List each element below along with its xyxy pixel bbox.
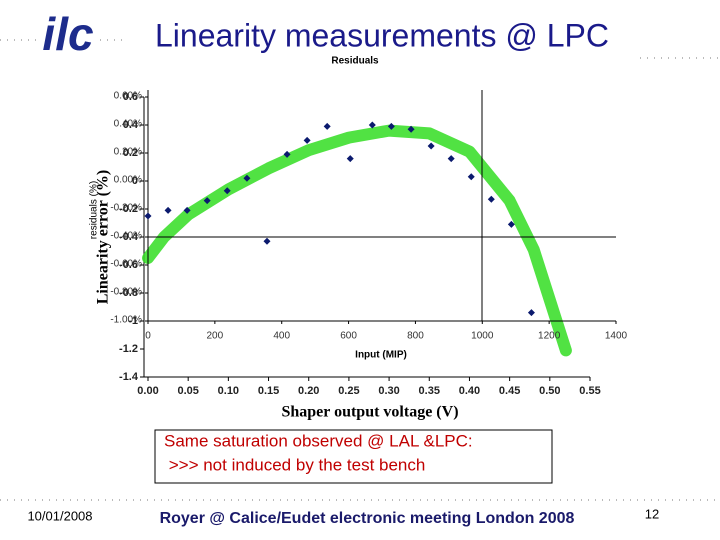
point [243,174,251,182]
x-tick-label: 0.45 [499,385,520,397]
x-tick-label: 0.00 [137,385,158,397]
point [223,187,231,195]
page-number: 12 [645,506,659,521]
point [263,237,271,245]
y-tick-label: -1 [128,315,138,327]
y-tick-label: -0.8 [119,287,138,299]
point [303,136,311,144]
inner-title: Residuals [331,56,379,67]
y-tick-label: -0.80% [110,287,142,298]
point [368,121,376,129]
y-tick-label: 0.2 [123,147,138,159]
x-tick-label: 200 [207,331,224,342]
x-tick-label: 0 [145,331,151,342]
point [283,150,291,158]
y-tick-label: -0.6 [119,259,138,271]
point [467,173,475,181]
point [407,125,415,133]
x-tick-label: 0.10 [218,385,239,397]
point [427,142,435,150]
y-tick-label: -0.2 [119,203,138,215]
y-tick-label: -1.2 [119,343,138,355]
x-tick-label: 0.30 [378,385,399,397]
y-tick-label: 0.00% [114,175,142,186]
point [164,206,172,214]
x-tick-label: 1400 [605,331,628,342]
x-tick-label: 0.20 [298,385,319,397]
x-tick-label: 600 [340,331,357,342]
note-line: Same saturation observed @ LAL &LPC: [164,431,473,450]
y-tick-label: 0.60% [114,91,142,102]
point [346,155,354,163]
x-tick-label: 0.35 [419,385,440,397]
note-box [154,429,553,484]
x-tick-label: 0.05 [177,385,198,397]
x-tick-label: 1000 [471,331,494,342]
x-tick-label: 800 [407,331,424,342]
x-tick-label: 0.15 [258,385,279,397]
point [507,220,515,228]
y-tick-label: 0 [132,175,138,187]
point [487,195,495,203]
x-tick-label: 0.55 [579,385,600,397]
point [447,155,455,163]
chart: 0.60.40.20-0.2-0.4-0.6-0.8-1-1.2-1.40.00… [89,56,628,421]
point [387,122,395,130]
point [527,309,535,317]
y-tick-label: 0.6 [123,91,138,103]
x-tick-label: 400 [273,331,290,342]
inner-x-label: Input (MIP) [355,350,407,361]
x-tick-label: 0.25 [338,385,359,397]
y-tick-label: 0.4 [123,119,139,131]
y-tick-label: -1.00% [110,315,142,326]
decor-dots [0,39,720,501]
point [323,122,331,130]
point [144,212,152,220]
point [203,197,211,205]
y-tick-label: 0.20% [114,147,142,158]
note-line: >>> not induced by the test bench [164,455,425,474]
x-tick-label: 0.50 [539,385,560,397]
slide-title: Linearity measurements @ LPC [155,17,609,53]
x-axis-label: Shaper output voltage (V) [281,404,458,421]
y-tick-label: -0.4 [119,231,139,243]
x-tick-label: 1200 [538,331,561,342]
footer-date: 10/01/2008 [27,508,92,523]
logo: ilc [42,8,93,60]
y-tick-label: 0.40% [114,119,142,130]
y-axis-label: Linearity error (%) [95,170,112,304]
y-tick-label: -0.60% [110,259,142,270]
y-tick-label: -0.40% [110,231,142,242]
y-tick-label: -0.20% [110,203,142,214]
point [183,206,191,214]
footer-text: Royer @ Calice/Eudet electronic meeting … [160,510,575,527]
y-tick-label: -1.4 [119,371,139,383]
x-tick-label: 0.40 [459,385,480,397]
inner-y-label: residuals (%) [89,181,100,239]
data-line [142,124,572,357]
